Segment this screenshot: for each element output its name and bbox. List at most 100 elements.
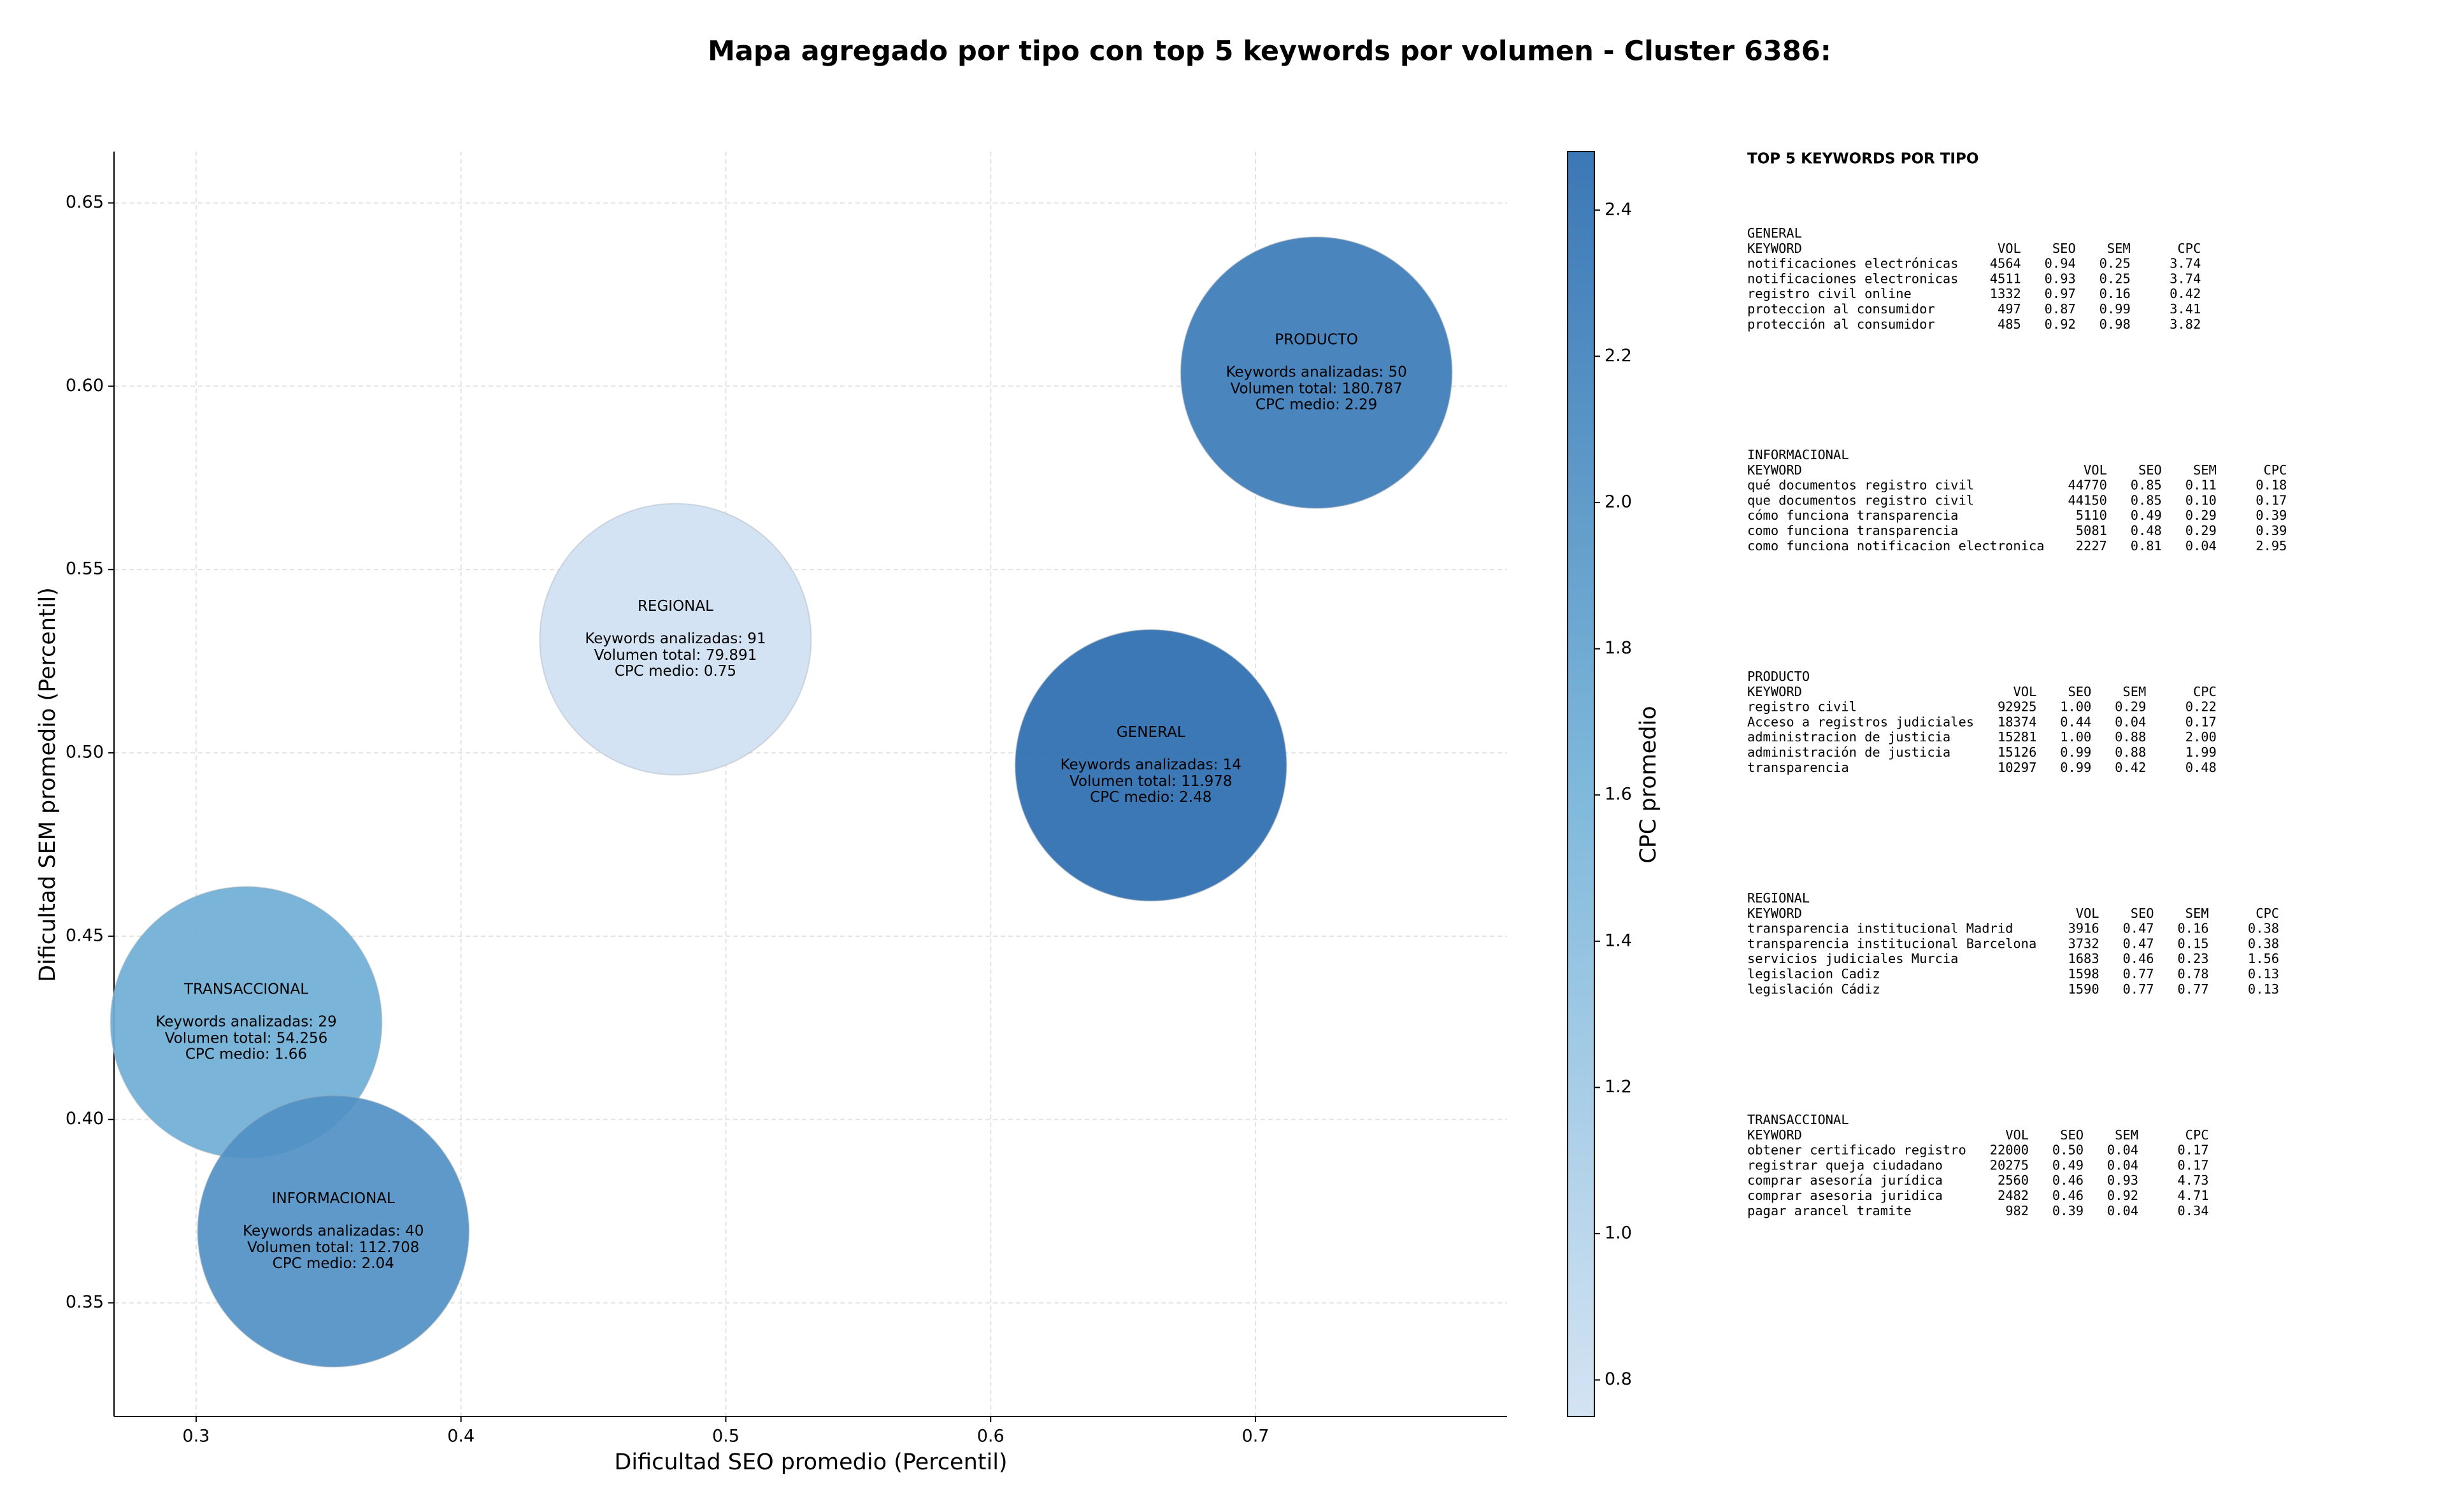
table-cell: 0.48 (2131, 523, 2162, 538)
bubble-name: TRANSACCIONAL (183, 981, 308, 998)
table-cell: 0.39 (2256, 523, 2287, 538)
table-cell: 0.47 (2122, 921, 2154, 936)
colorbar (1567, 151, 1595, 1417)
colorbar-tick-label: 1.6 (1605, 785, 1632, 804)
bubble-keywords: Keywords analizadas: 40 (243, 1223, 424, 1239)
bubble-cpc: CPC medio: 2.29 (1255, 397, 1377, 413)
table-header: SEO (2068, 684, 2091, 699)
table-cell: 1590 (2068, 981, 2099, 997)
table-cell: registro civil (1747, 699, 1857, 715)
table-header: VOL (2013, 684, 2037, 699)
table-cell: 0.94 (2045, 256, 2076, 271)
table-header: CPC (2256, 906, 2279, 921)
table-cell: 0.04 (2107, 1143, 2138, 1158)
table-cell: 0.34 (2177, 1203, 2208, 1218)
table-cell: 15281 (1998, 729, 2036, 745)
bubble-name: PRODUCTO (1275, 332, 1358, 348)
table-cell: 2.00 (2185, 729, 2217, 745)
table-header: VOL (1998, 241, 2021, 256)
table-cell: 0.50 (2052, 1143, 2084, 1158)
y-tick-label: 0.45 (66, 925, 104, 945)
table-cell: 0.25 (2099, 271, 2131, 286)
bubble (1014, 629, 1287, 902)
table-cell: 0.13 (2248, 981, 2279, 997)
y-tick-label: 0.65 (66, 192, 104, 212)
table-cell: que documentos registro civil (1747, 492, 1974, 508)
table-cell: 0.22 (2185, 699, 2217, 715)
table-cell: 0.38 (2248, 921, 2279, 936)
table-header: VOL (2005, 1127, 2029, 1143)
colorbar-tick-label: 2.2 (1605, 346, 1632, 366)
table-cell: 3.82 (2170, 317, 2201, 332)
bubble-keywords: Keywords analizadas: 91 (585, 631, 766, 647)
bubble-keywords: Keywords analizadas: 14 (1061, 757, 1241, 773)
table-cell: notificaciones electrónicas (1747, 256, 1958, 271)
colorbar-tick-label: 2.0 (1605, 492, 1632, 512)
y-tick-label: 0.55 (66, 559, 104, 579)
bubble-cpc: CPC medio: 2.04 (273, 1255, 394, 1272)
x-tick-label: 0.5 (712, 1427, 740, 1446)
table-cell: 44770 (2068, 478, 2106, 493)
table-header: SEM (2193, 462, 2217, 478)
bubble-cpc: CPC medio: 1.66 (185, 1046, 307, 1063)
table-cell: 0.17 (2177, 1157, 2208, 1173)
table-cell: como funciona transparencia (1747, 523, 1958, 538)
table-cell: 3.41 (2170, 301, 2201, 317)
table-header: SEO (2060, 1127, 2084, 1143)
bubble-volume: Volumen total: 112.708 (247, 1239, 419, 1256)
bubble-cpc: CPC medio: 2.48 (1090, 789, 1212, 806)
table-cell: 982 (2005, 1203, 2029, 1218)
panel-title: TOP 5 KEYWORDS POR TIPO (1747, 151, 1978, 168)
table-header: SEM (2185, 906, 2209, 921)
chart-title: Mapa agregado por tipo con top 5 keyword… (708, 36, 1831, 68)
table-cell: administracion de justicia (1747, 729, 1950, 745)
table-group: GENERAL (1747, 225, 1802, 241)
table-cell: legislación Cádiz (1747, 981, 1880, 997)
bubble-name: INFORMACIONAL (272, 1190, 395, 1207)
table-cell: 0.99 (2099, 301, 2131, 317)
table-cell: 0.17 (2256, 492, 2287, 508)
table-cell: 3732 (2068, 936, 2099, 951)
table-cell: 2560 (1998, 1173, 2029, 1188)
x-tick-label: 0.3 (182, 1427, 210, 1446)
table-cell: 20275 (1990, 1157, 2029, 1173)
colorbar-tick-label: 1.4 (1605, 931, 1632, 950)
table-cell: 10297 (1998, 760, 2036, 775)
table-cell: 0.93 (2045, 271, 2076, 286)
table-cell: 2227 (2076, 538, 2107, 553)
table-cell: como funciona notificacion electronica (1747, 538, 2045, 553)
bubble-volume: Volumen total: 54.256 (165, 1031, 328, 1047)
bubble-volume: Volumen total: 11.978 (1069, 773, 1233, 790)
table-header: KEYWORD (1747, 1127, 1802, 1143)
table-cell: 0.29 (2185, 508, 2217, 523)
table-cell: 2.95 (2256, 538, 2287, 553)
table-header: SEM (2107, 241, 2131, 256)
table-cell: 0.25 (2099, 256, 2131, 271)
table-header: CPC (2193, 684, 2217, 699)
table-cell: 0.39 (2052, 1203, 2084, 1218)
table-cell: 0.39 (2256, 508, 2287, 523)
x-tick-label: 0.7 (1242, 1427, 1269, 1446)
table-cell: 0.93 (2107, 1173, 2138, 1188)
colorbar-label: CPC promedio (1636, 706, 1661, 863)
table-cell: 0.15 (2177, 936, 2208, 951)
y-axis-label: Dificultad SEM promedio (Percentil) (35, 587, 61, 982)
y-tick-label: 0.40 (66, 1109, 104, 1129)
table-header: SEO (2131, 906, 2154, 921)
table-cell: comprar asesoria juridica (1747, 1188, 1943, 1203)
y-tick-label: 0.60 (66, 376, 104, 396)
table-cell: 5081 (2076, 523, 2107, 538)
table-cell: 2482 (1998, 1188, 2029, 1203)
table-header: VOL (2076, 906, 2099, 921)
table-cell: 1.00 (2060, 729, 2091, 745)
table-group: TRANSACCIONAL (1747, 1112, 1849, 1127)
table-cell: administración de justicia (1747, 745, 1950, 760)
table-cell: 0.46 (2052, 1188, 2084, 1203)
table-cell: 0.48 (2185, 760, 2217, 775)
table-cell: 0.04 (2115, 714, 2146, 729)
table-cell: 1332 (1990, 286, 2021, 301)
table-cell: 92925 (1998, 699, 2036, 715)
table-cell: transparencia (1747, 760, 1849, 775)
table-cell: 0.97 (2045, 286, 2076, 301)
